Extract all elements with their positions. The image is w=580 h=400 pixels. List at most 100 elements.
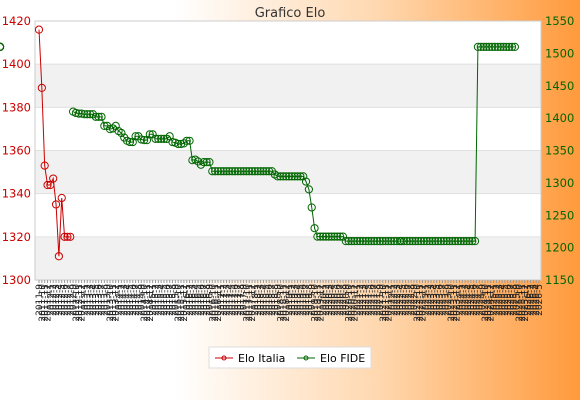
right-tick-label: 1300	[545, 176, 574, 190]
x-tick-label: 2019-1	[285, 284, 295, 316]
legend-italia-label: Elo Italia	[238, 352, 285, 365]
x-tick-label: 2022-1	[387, 284, 397, 316]
x-tick-label: 2013-8	[100, 284, 110, 316]
x-tick-label: 2017-12	[248, 284, 258, 322]
x-tick-label: 2024-4	[464, 284, 474, 316]
x-tick-label: 2022-6	[401, 284, 411, 316]
plot-border	[34, 20, 542, 281]
elo-fide-point	[355, 237, 365, 246]
elo-fide-point	[448, 237, 457, 246]
x-tick-label: 2014-4	[123, 284, 133, 316]
x-tick-label: 2019-5	[296, 284, 306, 316]
elo-fide-point	[330, 232, 339, 241]
elo-fide-point	[80, 110, 89, 119]
x-tick-label: 2018-5	[262, 284, 272, 316]
x-tick-label: 2015-6	[163, 284, 173, 316]
x-tick-label: 2016-9	[205, 284, 215, 316]
elo-fide-point	[216, 167, 225, 176]
x-tick-label: 2015-8	[169, 284, 179, 316]
x-tick-label: 2016-11	[211, 284, 221, 322]
x-tick-label: 2017-7	[234, 284, 244, 316]
x-tick-label: 2013-7	[98, 284, 108, 316]
x-tick-label: 2023-11	[450, 284, 460, 322]
x-tick-label: 2015-7	[166, 284, 176, 316]
right-tick-label: 1450	[545, 79, 574, 93]
x-tick-label: 2021-9	[376, 284, 386, 316]
x-tick-label: 2015-9	[171, 284, 181, 316]
elo-fide-point	[470, 237, 480, 246]
elo-fide-point	[502, 42, 511, 52]
right-axis: 1150 1200 1250 1300 1350 1400 1450 1500 1550	[545, 14, 574, 287]
elo-fide-point	[387, 237, 396, 246]
x-tick-label: 2012-3	[52, 284, 62, 316]
x-tick-label: 2024-8	[475, 284, 485, 316]
legend-italia-marker	[221, 355, 227, 361]
x-tick-label: 2025-6	[504, 284, 514, 316]
elo-fide-point	[250, 167, 260, 176]
elo-fide-point	[510, 42, 519, 52]
x-tick-label: 2013-5	[92, 284, 102, 316]
x-tick-label: 2024-5	[467, 284, 477, 316]
elo-fide-point	[436, 237, 446, 246]
elo-fide-point	[279, 172, 288, 181]
x-tick-label: 2012-11	[75, 284, 85, 322]
x-tick-label: 2024-2	[458, 284, 468, 316]
x-tick-label: 2020-5	[330, 284, 340, 316]
x-tick-label: 2018-2	[254, 284, 264, 316]
elo-fide-point	[347, 237, 356, 246]
elo-fide-point	[154, 134, 163, 143]
elo-fide-point	[293, 172, 302, 181]
elo-fide-point	[358, 237, 367, 246]
x-tick-label: 2011-11	[41, 284, 51, 322]
x-tick-label: 2022-2	[390, 284, 400, 316]
elo-fide-point	[239, 167, 248, 176]
elo-fide-point	[372, 237, 382, 246]
elo-fide-point	[445, 237, 454, 246]
x-tick-label: 2014-6	[129, 284, 139, 316]
elo-fide-point	[219, 167, 228, 176]
x-tick-label: 2023-7	[438, 284, 448, 316]
elo-italia-point	[43, 180, 52, 190]
x-tick-label: 2016-5	[194, 284, 204, 316]
x-tick-label: 2021-11	[382, 284, 392, 322]
x-tick-label: 2014-8	[134, 284, 144, 316]
x-tick-label: 2016-8	[203, 284, 213, 316]
x-tick-label: 2023-3	[427, 284, 437, 316]
x-tick-label: 2023-4	[430, 284, 440, 316]
x-tick-label: 2025-12	[521, 284, 531, 322]
x-tick-label: 2017-6	[231, 284, 241, 316]
x-tick-label: 2020-1	[319, 284, 329, 316]
x-tick-label: 2025-11	[518, 284, 528, 322]
elo-fide-point	[367, 237, 376, 246]
x-tick-label: 2021-2	[356, 284, 366, 316]
chart-title: Grafico Elo	[255, 6, 326, 21]
elo-fide-point	[310, 224, 319, 233]
elo-italia-point	[57, 193, 66, 203]
x-tick-label: 2022-9	[410, 284, 420, 316]
x-tick-label: 2016-4	[191, 284, 201, 316]
x-tick-label: 2014-9	[137, 284, 147, 316]
x-tick-label: 2014-10	[140, 284, 150, 322]
x-tick-label: 2016-1	[183, 284, 193, 316]
right-tick-label: 1400	[545, 111, 574, 125]
x-tick-label: 2026-1	[524, 284, 534, 316]
elo-fide-point	[411, 237, 420, 246]
elo-fide-point	[276, 172, 285, 181]
x-tick-label: 2011-10	[38, 284, 48, 322]
elo-fide-point	[247, 167, 257, 176]
elo-fide-point	[233, 167, 242, 176]
elo-fide-point	[507, 42, 517, 52]
x-tick-label: 2013-12	[112, 284, 122, 322]
elo-fide-point	[174, 139, 183, 149]
elo-fide-point	[145, 130, 154, 139]
x-tick-label: 2013-10	[106, 284, 116, 322]
x-axis: 2011-92011-102011-112011-122012-12012-22…	[35, 280, 545, 322]
elo-italia-point	[51, 200, 61, 209]
x-tick-label: 2019-4	[294, 284, 304, 316]
legend-box	[208, 346, 372, 369]
elo-fide-point	[336, 232, 345, 241]
x-tick-label: 2020-3	[325, 284, 335, 316]
x-tick-label: 2021-5	[365, 284, 375, 316]
x-tick-label: 2015-11	[177, 284, 187, 322]
